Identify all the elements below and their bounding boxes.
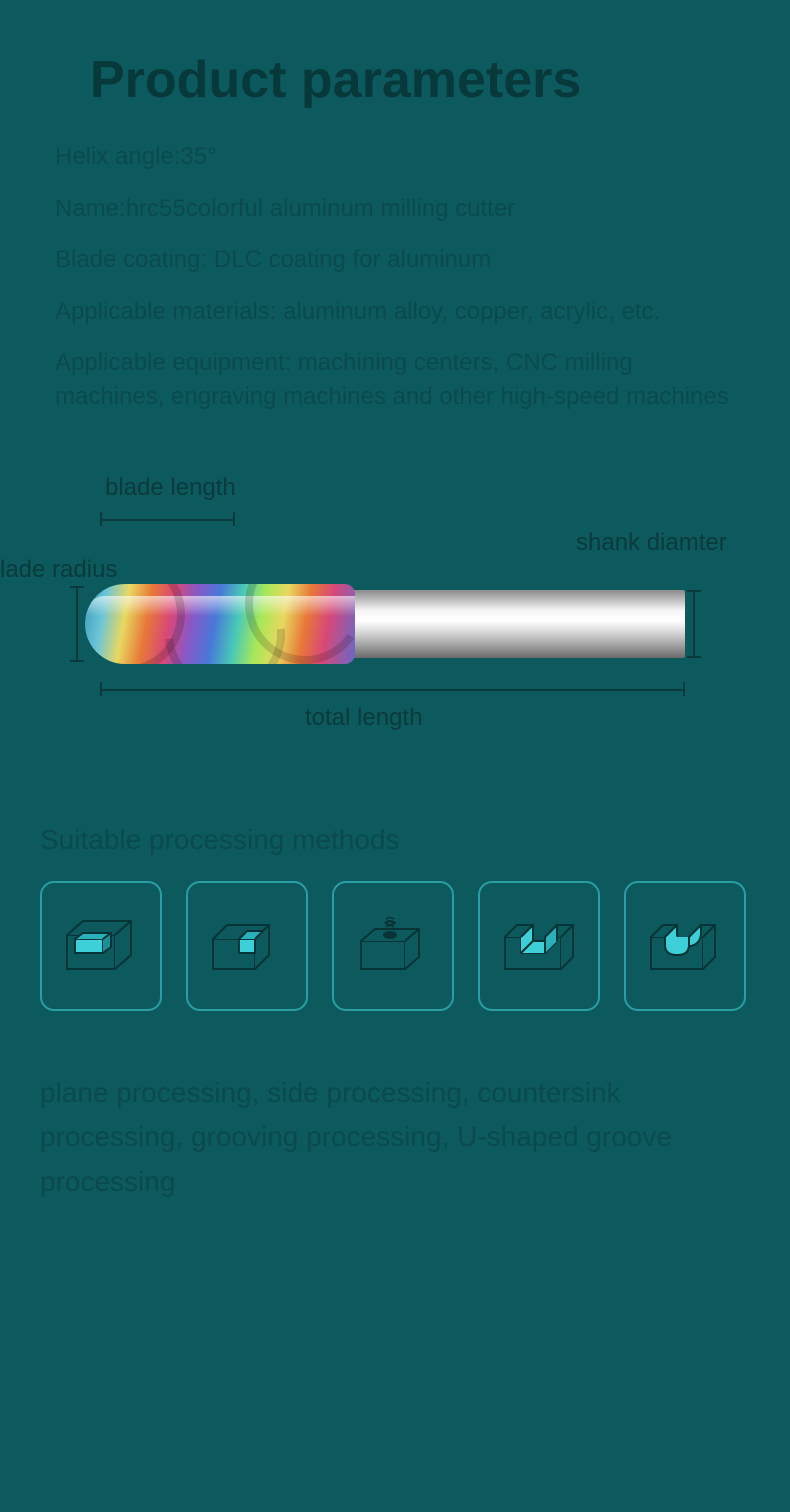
param-helix: Helix angle:35° bbox=[55, 140, 740, 174]
blade-length-label: blade length bbox=[105, 474, 236, 502]
methods-title: Suitable processing methods bbox=[0, 794, 790, 881]
parameters-list: Helix angle:35° Name:hrc55colorful alumi… bbox=[0, 110, 790, 414]
plane-processing-icon bbox=[40, 881, 162, 1011]
countersink-processing-icon bbox=[332, 881, 454, 1011]
param-coating: Blade coating: DLC coating for aluminum bbox=[55, 243, 740, 277]
blade-length-dim bbox=[100, 519, 235, 521]
grooving-processing-icon bbox=[478, 881, 600, 1011]
page-title: Product parameters bbox=[0, 0, 790, 110]
methods-icons bbox=[0, 881, 790, 1011]
param-materials: Applicable materials: aluminum alloy, co… bbox=[55, 295, 740, 329]
total-length-dim bbox=[100, 689, 685, 691]
total-length-label: total length bbox=[305, 704, 422, 732]
cutter-illustration bbox=[85, 584, 685, 664]
methods-description: plane processing, side processing, count… bbox=[0, 1011, 790, 1205]
param-name: Name:hrc55colorful aluminum milling cutt… bbox=[55, 192, 740, 226]
shank-diameter-label: shank diamter bbox=[576, 529, 727, 557]
shank-diameter-dim bbox=[693, 590, 695, 658]
blade-radius-dim bbox=[76, 586, 78, 662]
ushaped-groove-icon bbox=[624, 881, 746, 1011]
side-processing-icon bbox=[186, 881, 308, 1011]
cutter-diagram: blade length shank diamter lade radius t… bbox=[0, 464, 790, 794]
param-equipment: Applicable equipment: machining centers,… bbox=[55, 346, 740, 413]
blade-part bbox=[85, 584, 355, 664]
blade-radius-label: lade radius bbox=[0, 556, 117, 584]
shank-part bbox=[345, 590, 685, 658]
